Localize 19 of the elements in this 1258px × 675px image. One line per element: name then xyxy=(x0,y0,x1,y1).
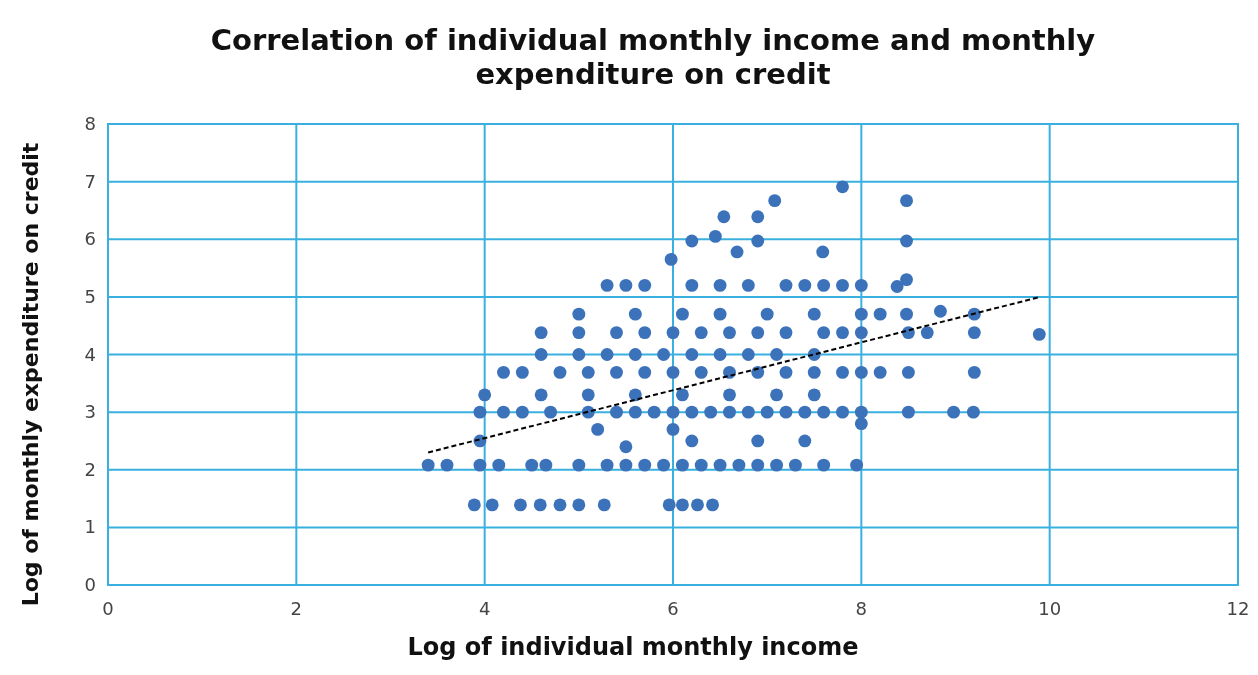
x-tick-label: 8 xyxy=(855,598,868,619)
y-tick-label: 3 xyxy=(84,401,96,423)
y-tick-label: 2 xyxy=(84,458,96,480)
y-tick-label: 6 xyxy=(84,228,96,250)
y-tick-label: 5 xyxy=(84,285,96,307)
y-tick-label: 4 xyxy=(84,343,96,365)
chart-title: Correlation of individual monthly income and monthly expenditure on credit xyxy=(210,23,1096,91)
x-tick-label: 6 xyxy=(667,598,679,619)
y-axis-title: Log of monthly expenditure on credit xyxy=(18,142,43,607)
x-tick-label: 0 xyxy=(102,598,114,619)
x-tick-label: 2 xyxy=(290,598,303,619)
x-tick-label: 10 xyxy=(1038,598,1062,619)
x-tick-label: 4 xyxy=(478,598,491,619)
x-axis-title: Log of individual monthly income xyxy=(407,633,859,661)
x-tick-label: 12 xyxy=(1226,598,1250,619)
y-tick-label: 1 xyxy=(84,516,96,538)
y-tick-label: 8 xyxy=(84,113,96,134)
y-tick-label: 7 xyxy=(84,170,96,192)
y-tick-label: 0 xyxy=(84,574,96,595)
